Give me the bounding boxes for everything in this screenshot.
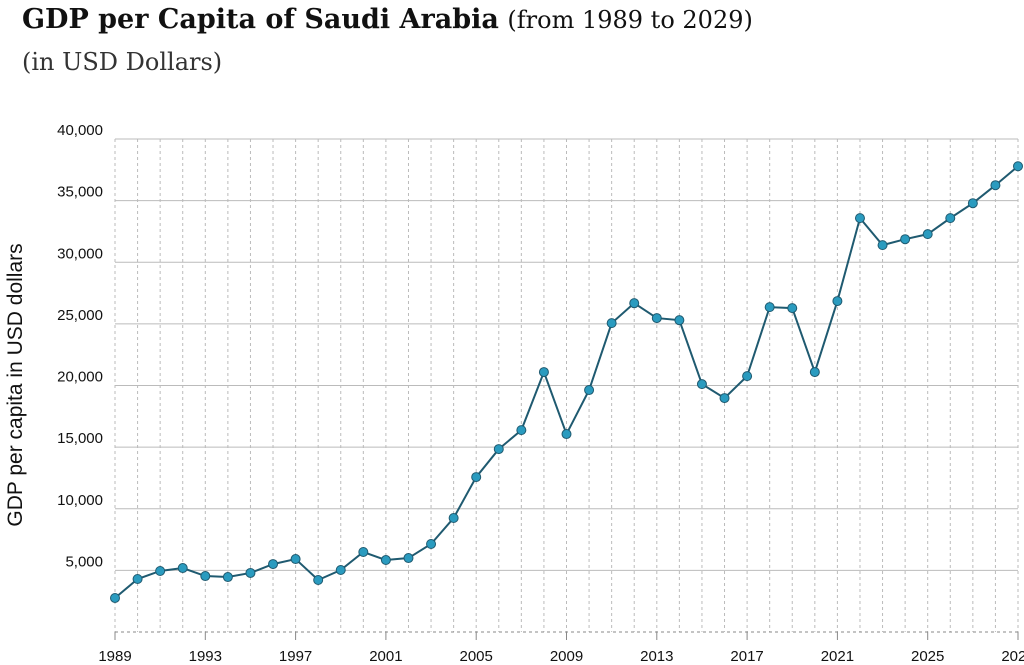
y-tick-label: 40,000 [57,122,103,139]
point [177,563,188,574]
point [629,298,640,309]
point [358,547,369,558]
x-tick-label: 2013 [640,648,673,665]
point [967,198,978,209]
y-tick-label: 15,000 [57,430,103,447]
point [200,571,211,582]
point [651,313,662,324]
point [742,371,753,382]
x-tick-label: 2009 [550,648,583,665]
point [132,574,143,585]
y-tick-label: 35,000 [57,184,103,201]
chart-title-suffix: (from 1989 to 2029) [507,6,752,34]
point [877,240,888,251]
point [696,379,707,390]
point [922,229,933,240]
y-tick-label: 25,000 [57,307,103,324]
point [719,393,730,404]
point [313,574,324,585]
point [448,512,459,523]
point [222,572,233,583]
point [945,213,956,224]
point [584,385,595,396]
x-tick-label: 1993 [189,648,222,665]
point [538,367,549,378]
x-tick-label: 2001 [369,648,402,665]
x-tick-label: 2005 [460,648,493,665]
x-tick-label: 2029 [1001,648,1024,665]
point [561,429,572,440]
x-tick-label: 1989 [98,648,131,665]
point [516,425,527,436]
point [403,553,414,564]
y-tick-label: 20,000 [57,369,103,386]
point [1013,161,1023,172]
point [787,303,798,314]
point [471,472,482,483]
point [900,234,911,245]
x-tick-label: 2025 [911,648,944,665]
chart-subtitle: (in USD Dollars) [22,48,222,76]
x-tick-label: 1997 [279,648,312,665]
x-tick-label: 2021 [821,648,854,665]
chart-title-line: GDP per Capita of Saudi Arabia (from 198… [22,4,753,35]
point [245,567,256,578]
point [426,538,437,549]
point [990,180,1001,191]
chart-title: GDP per Capita of Saudi Arabia [22,4,499,35]
x-tick-label: 2017 [730,648,763,665]
point [674,315,685,326]
point [493,444,504,455]
y-tick-label: 5,000 [65,553,103,570]
point [290,554,301,565]
point [854,213,865,224]
y-tick-label: 10,000 [57,492,103,509]
point [380,555,391,566]
point [764,302,775,313]
point [335,565,346,576]
point [155,565,166,576]
y-axis-label: GDP per capita in USD dollars [4,243,27,526]
point [268,559,279,570]
point [832,296,843,307]
point [606,318,617,329]
point [110,592,120,603]
y-tick-label: 30,000 [57,245,103,262]
point [809,367,820,378]
